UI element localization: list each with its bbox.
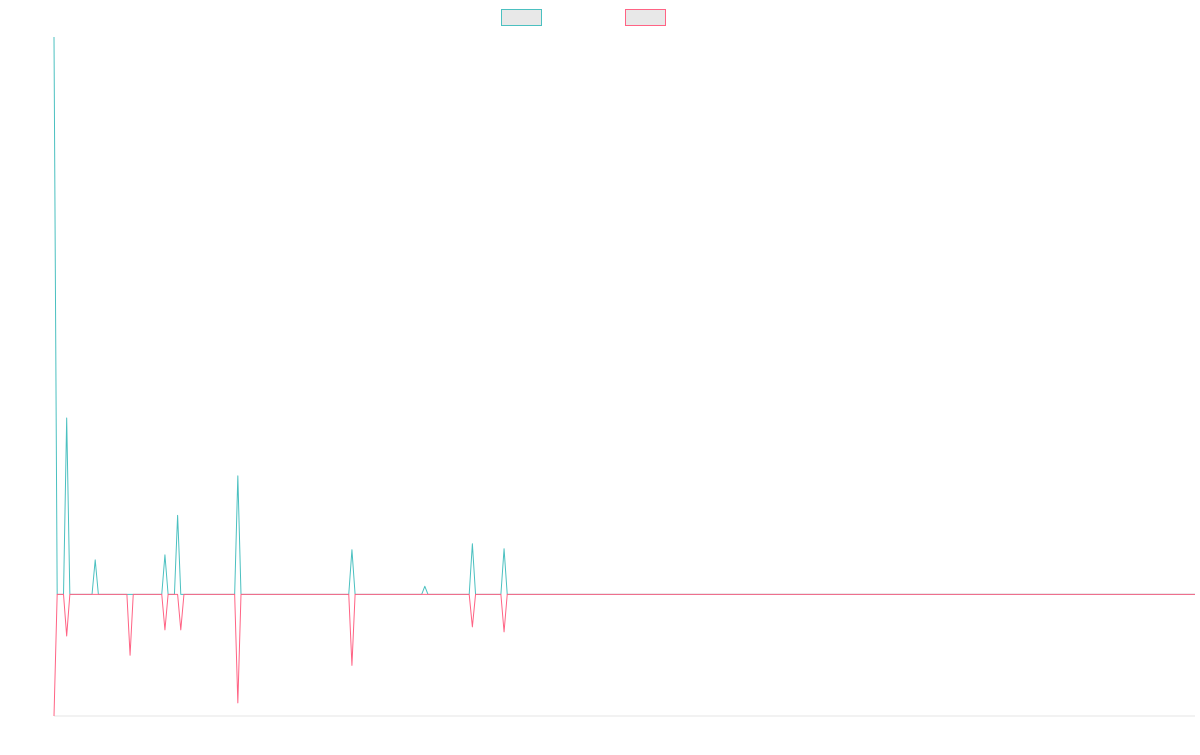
legend-item-2[interactable]	[625, 9, 666, 26]
legend-item-1[interactable]	[501, 9, 542, 26]
series-layer	[53, 36, 1195, 717]
series-line-1	[53, 36, 1195, 595]
legend	[501, 9, 666, 26]
legend-swatch	[501, 9, 542, 26]
legend-swatch	[625, 9, 666, 26]
series-line-2	[53, 593, 1195, 717]
